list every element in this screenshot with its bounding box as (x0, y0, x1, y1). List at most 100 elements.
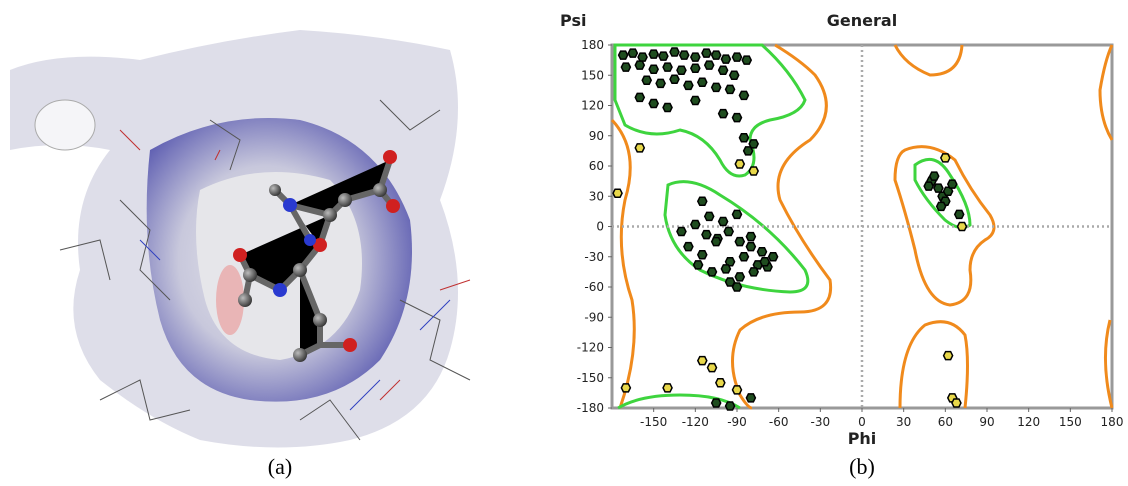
x-tick-label: -150 (640, 415, 667, 429)
point (724, 228, 733, 236)
point (719, 217, 728, 225)
y-tick-label: -60 (584, 280, 604, 294)
figure: General Psi Phi (a) (b) -180 -150 -120 -90 -… (0, 0, 1128, 486)
point (649, 50, 658, 58)
page: {"captions": ["(a)", "(b)"], "chart_data… (0, 0, 1128, 486)
point (708, 364, 717, 372)
y-tick-label: 90 (589, 129, 604, 143)
y-tick-label: -180 (577, 401, 604, 415)
chart-title: General (827, 11, 897, 30)
point (656, 79, 665, 87)
point (733, 114, 742, 122)
point (635, 61, 644, 69)
point (721, 265, 730, 273)
x-tick-label: 0 (858, 415, 866, 429)
x-tick-label: -120 (682, 415, 709, 429)
point (930, 172, 939, 180)
point (937, 202, 946, 210)
point (712, 51, 721, 59)
y-tick-label: -90 (584, 310, 604, 324)
point (705, 61, 714, 69)
point (735, 238, 744, 246)
point (708, 268, 717, 276)
y-tick-label: 120 (581, 99, 604, 113)
point (702, 49, 711, 57)
point (758, 248, 767, 256)
point (621, 63, 630, 71)
point (670, 75, 679, 83)
point (726, 402, 735, 410)
point (941, 154, 950, 162)
point (680, 51, 689, 59)
point (613, 189, 622, 197)
point (663, 384, 672, 392)
x-tick-label: 60 (938, 415, 953, 429)
point (698, 197, 707, 205)
point (635, 93, 644, 101)
point (621, 384, 630, 392)
x-tick-label: 120 (1017, 415, 1040, 429)
point (712, 83, 721, 91)
y-tick-label: 30 (589, 189, 604, 203)
point (691, 220, 700, 228)
y-tick-label: 150 (581, 68, 604, 82)
point (716, 379, 725, 387)
point (670, 48, 679, 56)
point (628, 49, 637, 57)
point (746, 394, 755, 402)
point (698, 251, 707, 259)
point (744, 147, 753, 155)
point (698, 78, 707, 86)
point (638, 53, 647, 61)
point (746, 233, 755, 241)
point (769, 253, 778, 261)
caption: (b) (849, 454, 875, 479)
y-tick-label: -30 (584, 250, 604, 264)
point (691, 64, 700, 72)
point (952, 399, 961, 407)
point (934, 184, 943, 192)
point (721, 55, 730, 63)
point (924, 182, 933, 190)
point (702, 231, 711, 239)
point (694, 261, 703, 269)
point (677, 66, 686, 74)
point (746, 243, 755, 251)
point (719, 66, 728, 74)
point (749, 268, 758, 276)
point (730, 71, 739, 79)
point (659, 52, 668, 60)
caption: (a) (268, 454, 292, 479)
x-axis-label: Phi (848, 429, 877, 448)
point (948, 180, 957, 188)
point (760, 258, 769, 266)
x-tick-label: 180 (1101, 415, 1124, 429)
molecule-panel (10, 30, 470, 448)
x-tick-label: 150 (1059, 415, 1082, 429)
point (712, 399, 721, 407)
point (739, 134, 748, 142)
point (649, 65, 658, 73)
y-tick-label: 180 (581, 38, 604, 52)
point (642, 76, 651, 84)
point (739, 91, 748, 99)
y-tick-label: -150 (577, 371, 604, 385)
point (619, 51, 628, 59)
y-axis-label: Psi (560, 11, 586, 30)
point (684, 243, 693, 251)
point (677, 228, 686, 236)
point (739, 253, 748, 261)
point (635, 144, 644, 152)
x-tick-label: -60 (769, 415, 789, 429)
point (649, 99, 658, 107)
point (958, 223, 967, 231)
x-tick-label: 30 (896, 415, 911, 429)
point (719, 110, 728, 118)
point (663, 104, 672, 112)
y-tick-label: 60 (589, 159, 604, 173)
point (684, 81, 693, 89)
x-tick-label: 90 (979, 415, 994, 429)
point (726, 85, 735, 93)
point (712, 238, 721, 246)
point (691, 96, 700, 104)
